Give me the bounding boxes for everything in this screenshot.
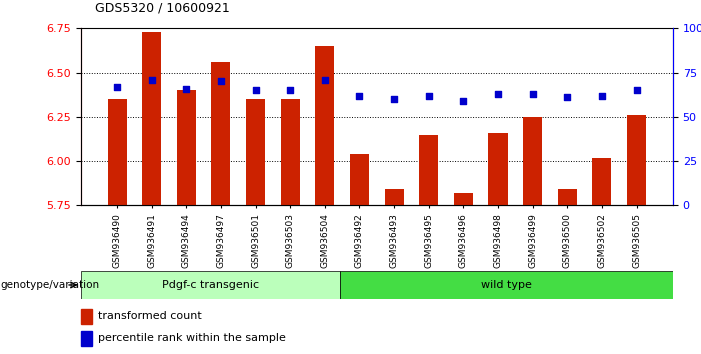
Point bbox=[215, 79, 226, 84]
Bar bbox=[315, 46, 334, 205]
Point bbox=[631, 87, 642, 93]
Bar bbox=[385, 189, 404, 205]
Bar bbox=[419, 135, 438, 205]
Point bbox=[562, 95, 573, 100]
Text: Pdgf-c transgenic: Pdgf-c transgenic bbox=[162, 280, 259, 290]
Point bbox=[250, 87, 261, 93]
Bar bbox=[81, 309, 93, 324]
Bar bbox=[558, 189, 577, 205]
Point bbox=[181, 86, 192, 91]
Bar bbox=[592, 158, 611, 205]
Bar bbox=[280, 99, 300, 205]
Bar bbox=[489, 133, 508, 205]
Point bbox=[597, 93, 608, 98]
Point bbox=[423, 93, 435, 98]
Bar bbox=[627, 115, 646, 205]
Bar bbox=[107, 99, 127, 205]
Bar bbox=[454, 193, 473, 205]
Bar bbox=[177, 90, 196, 205]
Text: genotype/variation: genotype/variation bbox=[0, 280, 99, 290]
Bar bbox=[142, 32, 161, 205]
Bar bbox=[212, 62, 231, 205]
Text: transformed count: transformed count bbox=[98, 312, 202, 321]
Point bbox=[527, 91, 538, 97]
Point bbox=[492, 91, 503, 97]
Point bbox=[319, 77, 330, 82]
Text: percentile rank within the sample: percentile rank within the sample bbox=[98, 333, 286, 343]
FancyBboxPatch shape bbox=[340, 271, 673, 299]
Point bbox=[388, 96, 400, 102]
Bar bbox=[81, 331, 93, 346]
Point bbox=[458, 98, 469, 104]
FancyBboxPatch shape bbox=[81, 271, 340, 299]
Bar bbox=[246, 99, 265, 205]
Point bbox=[146, 77, 157, 82]
Point bbox=[111, 84, 123, 90]
Text: wild type: wild type bbox=[481, 280, 532, 290]
Bar bbox=[523, 117, 542, 205]
Bar bbox=[350, 154, 369, 205]
Point bbox=[285, 87, 296, 93]
Text: GDS5320 / 10600921: GDS5320 / 10600921 bbox=[95, 1, 229, 14]
Point bbox=[354, 93, 365, 98]
